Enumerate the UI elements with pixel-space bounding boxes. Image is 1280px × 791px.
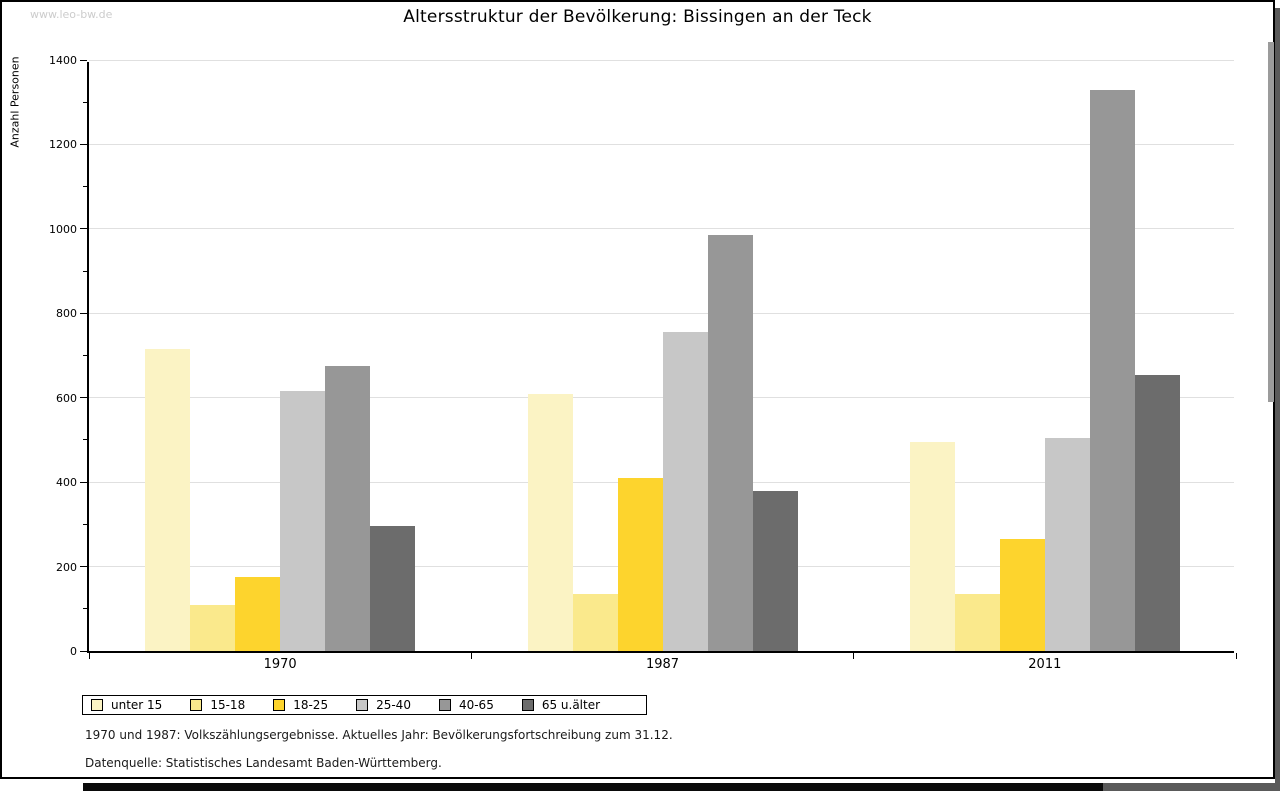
bar-65-u.älter-2011	[1134, 374, 1180, 651]
x-category-label-1987: 1987	[645, 657, 680, 672]
legend-swatch-icon	[356, 699, 369, 711]
y-tick-label-400: 400	[56, 476, 77, 490]
y-tick-label-1200: 1200	[49, 138, 77, 152]
y-tick-label-1400: 1400	[49, 54, 77, 67]
x-tick-1	[470, 653, 472, 659]
bar-40-65-1970	[325, 366, 371, 651]
gridline-1400	[89, 59, 1234, 61]
legend-label: 65 u.älter	[541, 698, 601, 712]
y-tick-400	[80, 481, 87, 483]
bar-65-u.älter-1970	[370, 526, 416, 651]
legend-item-25-40: 25-40	[356, 698, 411, 712]
y-tick-0	[80, 650, 87, 652]
frame-shadow-right	[1275, 8, 1280, 791]
footnote-source-note: 1970 und 1987: Volkszählungsergebnisse. …	[85, 728, 673, 742]
gridline-800	[89, 312, 1234, 314]
watermark-leo-bw: www.leo-bw.de	[30, 8, 113, 21]
bar-unter-15-2011	[909, 442, 955, 651]
legend-label: 18-25	[293, 698, 329, 712]
legend-box: unter 15 15-18 18-25 25-40 40-65 65 u.älter	[82, 695, 647, 715]
legend-swatch-icon	[438, 699, 451, 711]
y-tick-label-600: 600	[56, 391, 77, 405]
x-tick-3	[1235, 653, 1237, 659]
y-tick-800	[80, 312, 87, 314]
bar-25-40-1970	[280, 391, 326, 651]
y-axis-title: Anzahl Personen	[8, 56, 22, 148]
footnote-data-source: Datenquelle: Statistisches Landesamt Bad…	[85, 756, 442, 770]
frame-shadow-bottom	[1100, 783, 1280, 791]
bar-15-18-1970	[190, 604, 236, 651]
legend-label: 25-40	[376, 698, 411, 712]
y-tick-label-0: 0	[70, 645, 77, 658]
bar-18-25-1970	[235, 577, 281, 651]
y-tick-900	[83, 270, 87, 272]
bar-15-18-2011	[954, 594, 1000, 651]
y-tick-label-800: 800	[56, 307, 77, 321]
legend-swatch-icon	[91, 699, 103, 711]
gridline-600	[89, 397, 1234, 399]
plot-area: 0 200 400 600 800 1000 1200 1400 1970 1987 2011	[49, 54, 1237, 672]
gridline-1200	[89, 143, 1234, 145]
y-tick-1300	[83, 101, 87, 103]
x-category-label-2011: 2011	[1028, 657, 1062, 672]
scrollbar-strip[interactable]	[1268, 42, 1274, 402]
x-category-label-1970: 1970	[263, 657, 297, 672]
y-tick-1000	[80, 228, 87, 230]
legend-item-18-25: 18-25	[273, 698, 328, 712]
y-tick-label-1000: 1000	[49, 222, 77, 236]
legend-label: 40-65	[458, 698, 494, 712]
frame-shadow-bottom-bar	[83, 783, 1103, 791]
bar-unter-15-1970	[145, 349, 191, 651]
y-tick-500	[83, 439, 87, 441]
chart-title: Altersstruktur der Bevölkerung: Bissinge…	[403, 7, 872, 27]
legend-item-unter-15: unter 15	[91, 698, 162, 712]
legend-swatch-icon	[190, 699, 203, 711]
y-tick-1400	[80, 59, 87, 61]
legend-swatch-icon	[273, 699, 286, 711]
y-tick-600	[80, 397, 87, 399]
bar-unter-15-1987	[527, 393, 573, 651]
y-tick-label-200: 200	[56, 560, 77, 574]
bar-18-25-2011	[999, 539, 1045, 651]
bar-25-40-2011	[1044, 437, 1090, 651]
bar-25-40-1987	[662, 332, 708, 651]
bar-15-18-1987	[572, 594, 618, 651]
bar-40-65-1987	[707, 235, 753, 651]
gridline-1000	[89, 228, 1234, 230]
bar-18-25-1987	[617, 477, 663, 651]
legend-item-65-u.älter: 65 u.älter	[521, 698, 601, 712]
y-tick-300	[83, 523, 87, 525]
legend-label: 15-18	[210, 698, 246, 712]
x-tick-2	[853, 653, 855, 659]
y-tick-100	[83, 608, 87, 610]
x-tick-0	[88, 653, 90, 659]
legend-swatch-icon	[521, 699, 534, 711]
y-tick-1100	[83, 186, 87, 188]
y-tick-200	[80, 566, 87, 568]
bar-65-u.älter-1987	[752, 490, 798, 651]
legend-item-15-18: 15-18	[190, 698, 245, 712]
y-tick-1200	[80, 143, 87, 145]
bar-40-65-2011	[1089, 89, 1135, 651]
y-tick-700	[83, 355, 87, 356]
legend-item-40-65: 40-65	[438, 698, 494, 712]
legend-label: unter 15	[111, 698, 163, 712]
